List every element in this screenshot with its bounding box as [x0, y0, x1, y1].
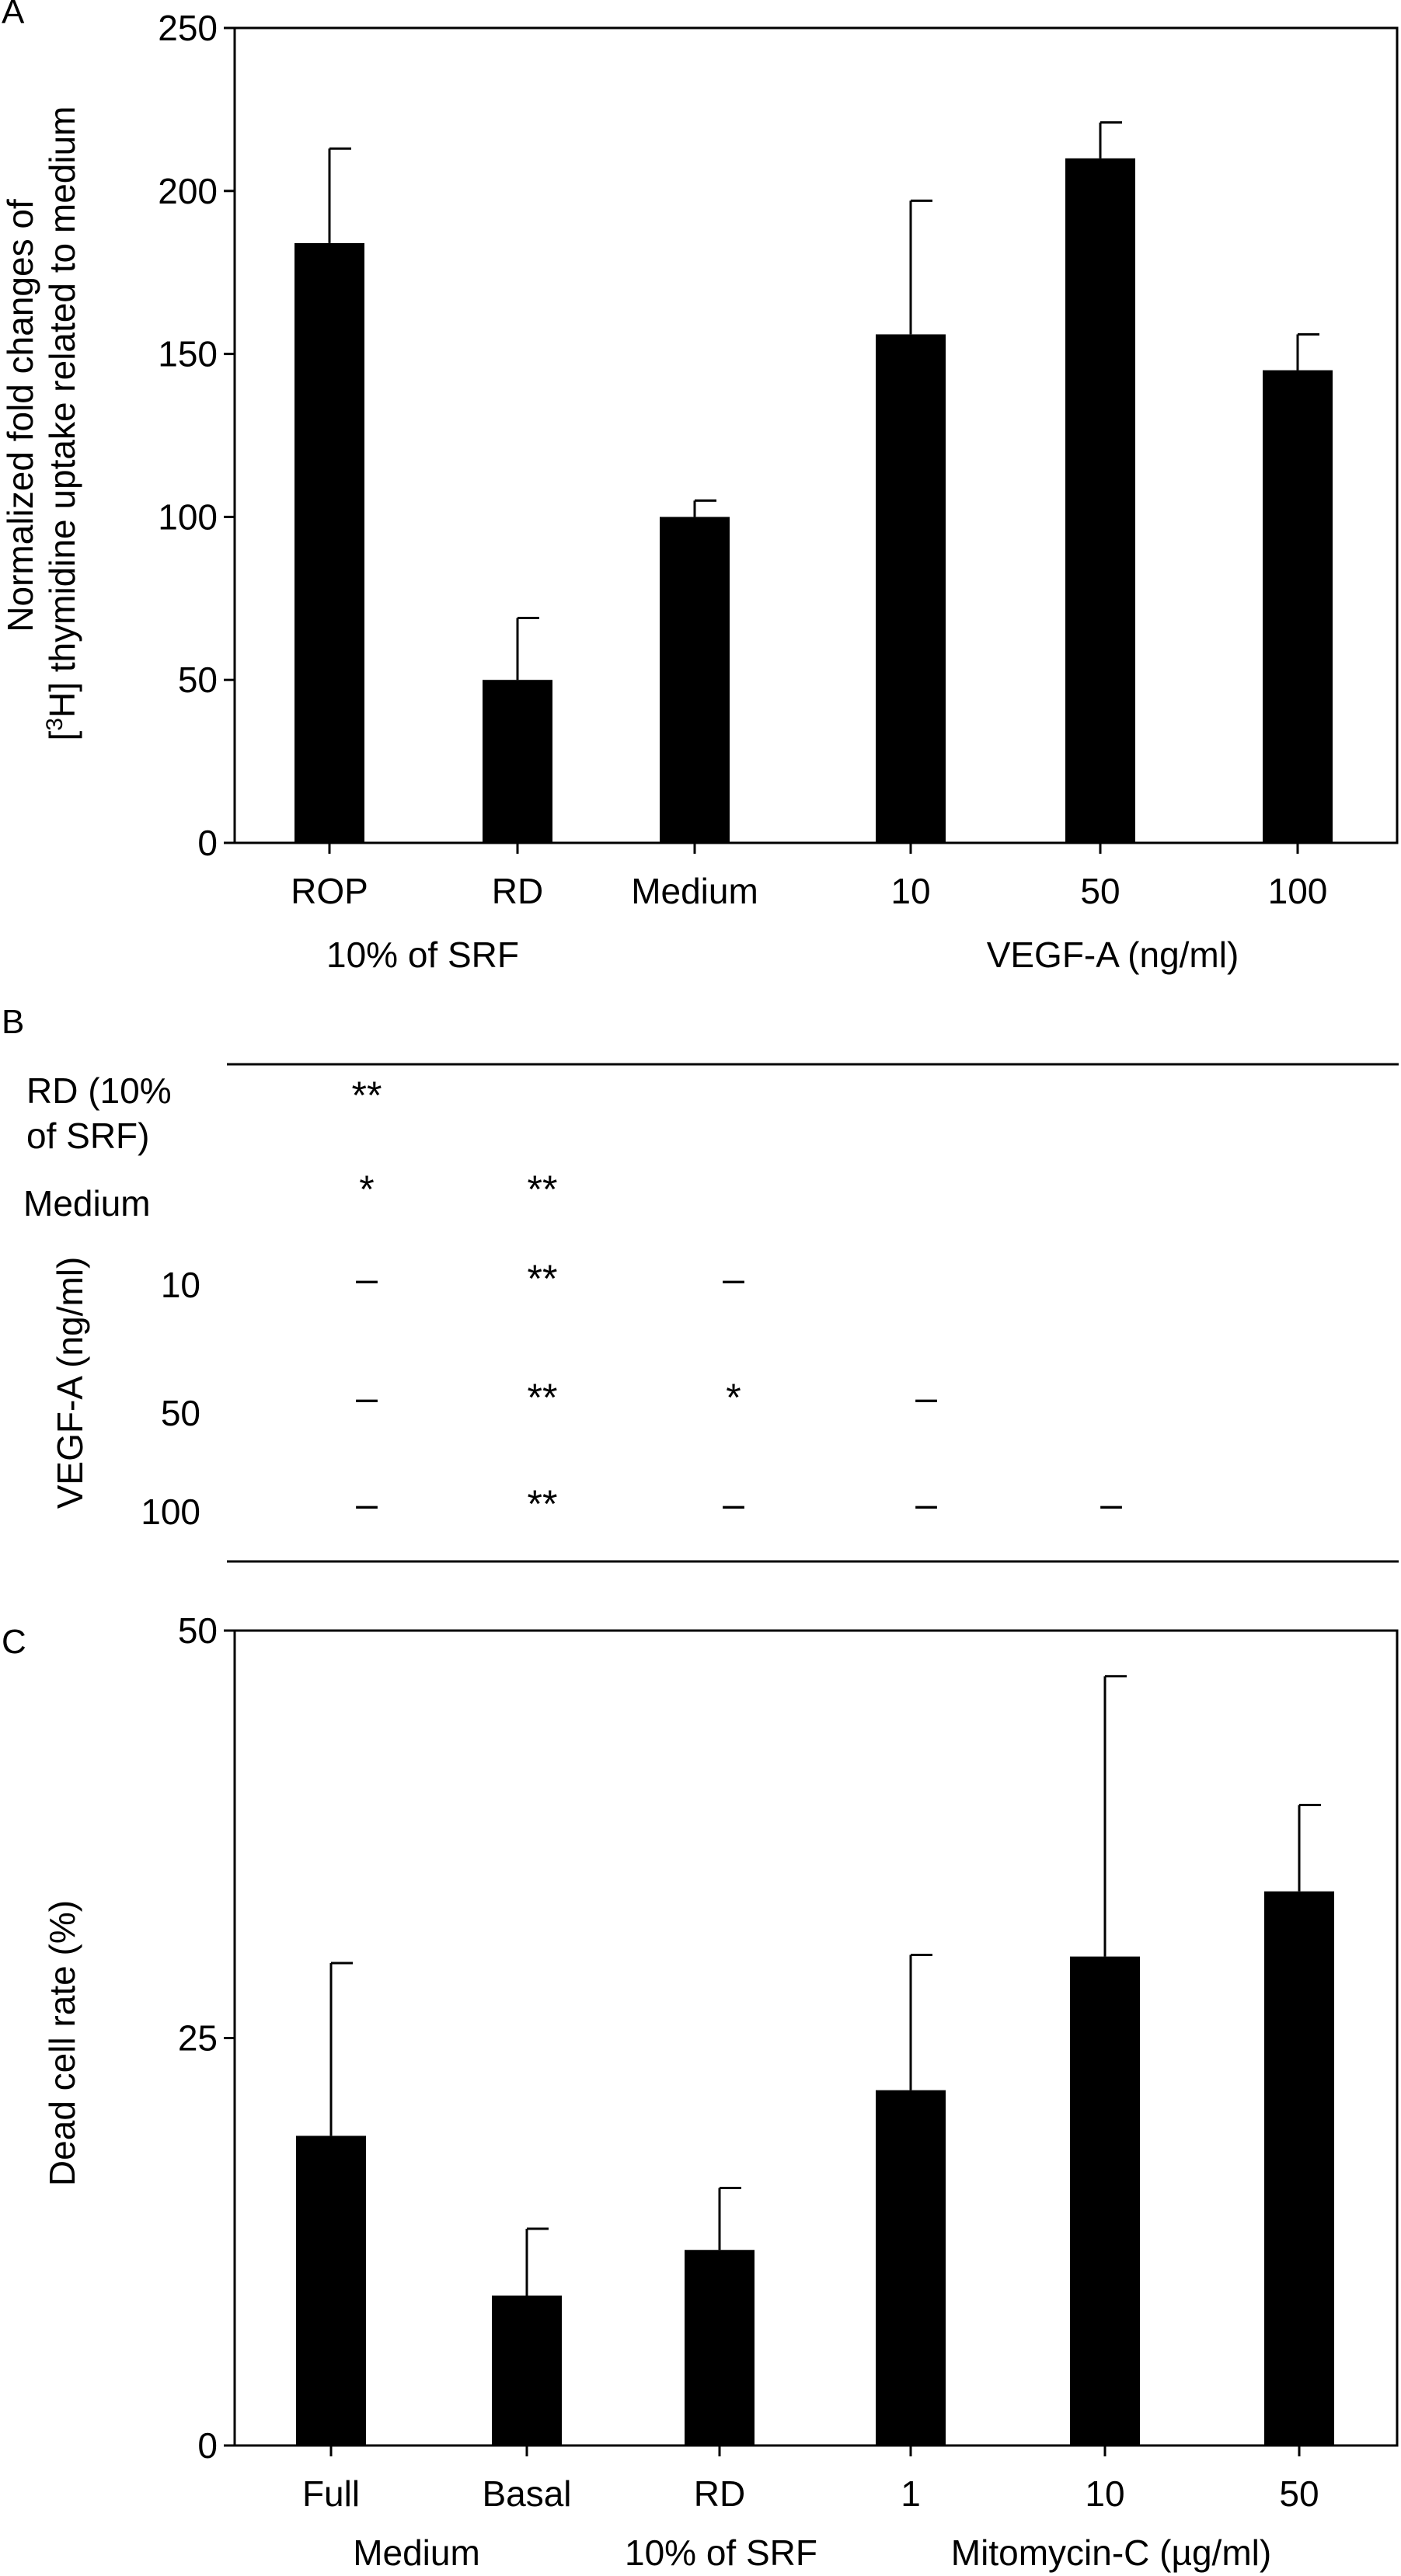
c-y-tick-label: 50	[178, 1610, 218, 1651]
panel-c: C Dead cell rate (%) 0 25 50 Full Basal RD 1 1…	[2, 1610, 1399, 2573]
c-x-tick-label: 50	[1279, 2473, 1319, 2514]
a-x-tick-label: RD	[492, 871, 543, 911]
panel-a-label: A	[2, 0, 25, 31]
panel-c-group-label-medium: Medium	[353, 2532, 480, 2573]
a-y-tick-label: 100	[158, 496, 218, 537]
significance-cell: –	[915, 1482, 937, 1526]
panel-c-plot-frame	[233, 1629, 1399, 2447]
a-bar	[483, 680, 552, 843]
significance-cell: –	[356, 1257, 378, 1300]
panel-b-row-label-medium: Medium	[23, 1183, 151, 1224]
c-x-tick-label: 1	[901, 2473, 921, 2514]
c-bar	[296, 2136, 366, 2445]
significance-cell: **	[352, 1074, 382, 1117]
panel-c-bars	[296, 1891, 1334, 2445]
a-y-tick-label: 150	[158, 334, 218, 374]
c-bar	[1264, 1891, 1334, 2445]
panel-a-bars	[294, 158, 1333, 844]
panel-a-x-axis: ROP RD Medium 10 50 100	[291, 843, 1327, 911]
c-x-tick-label: 10	[1085, 2473, 1124, 2514]
a-y-tick-label: 0	[197, 823, 218, 863]
panel-a-group-label-vegf: VEGF-A (ng/ml)	[987, 935, 1239, 975]
significance-cell: –	[1100, 1482, 1122, 1526]
a-x-tick-label: 100	[1268, 871, 1328, 911]
panel-b-row-label-rd-line2: of SRF)	[26, 1116, 149, 1156]
panel-b-side-label: VEGF-A (ng/ml)	[50, 1257, 90, 1509]
a-bar	[1263, 370, 1333, 844]
a-bar	[294, 242, 364, 843]
panel-a-ylabel-sup: 3	[42, 718, 68, 731]
significance-cell: *	[726, 1376, 741, 1419]
a-bar	[876, 334, 946, 843]
c-bar	[1070, 1956, 1140, 2445]
significance-cell: **	[528, 1482, 558, 1526]
c-bar	[876, 2090, 946, 2445]
panel-c-group-label-mitomycin: Mitomycin-C (µg/ml)	[951, 2532, 1271, 2573]
significance-cell: *	[359, 1168, 374, 1211]
c-bar	[492, 2295, 562, 2445]
significance-cell: –	[356, 1482, 378, 1526]
panel-c-x-axis: Full Basal RD 1 10 50	[302, 2445, 1319, 2514]
significance-cell: –	[915, 1376, 937, 1419]
panel-a-ylabel-line1: Normalized fold changes of	[0, 199, 40, 632]
panel-b-label: B	[2, 1003, 24, 1041]
significance-cell: **	[528, 1376, 558, 1419]
a-bar	[660, 517, 730, 843]
a-y-tick-label: 50	[178, 660, 218, 700]
significance-cell: –	[723, 1257, 744, 1300]
panel-a-ylabel-post: H] thymidine uptake related to medium	[42, 106, 82, 719]
panel-a-plot-frame	[233, 26, 1399, 844]
panel-a-error-bars	[328, 121, 1319, 681]
c-x-tick-label: RD	[694, 2473, 745, 2514]
c-x-tick-label: Basal	[482, 2473, 571, 2514]
panel-c-group-label-srf: 10% of SRF	[625, 2532, 817, 2573]
panel-c-label: C	[2, 1623, 26, 1661]
panel-b-row-label-50: 50	[161, 1393, 200, 1433]
panel-b-row-label-100: 100	[141, 1492, 200, 1532]
significance-cell: **	[528, 1168, 558, 1211]
panel-c-y-axis: 0 25 50	[178, 1610, 235, 2466]
a-x-tick-label: ROP	[291, 871, 368, 911]
significance-cell: –	[356, 1376, 378, 1419]
c-x-tick-label: Full	[302, 2473, 360, 2514]
panel-a-ylabel-line2: [3H] thymidine uptake related to medium	[42, 106, 82, 741]
panel-b-row-label-10: 10	[161, 1265, 200, 1305]
panel-b-significance-table: *** **– ** –– ** * –– ** – – –	[352, 1074, 1123, 1526]
panel-b-row-label-rd-line1: RD (10%	[26, 1070, 172, 1111]
a-x-tick-label: 10	[890, 871, 930, 911]
significance-cell: **	[528, 1257, 558, 1300]
a-y-tick-label: 200	[158, 171, 218, 211]
panel-a-ylabel-pre: [	[42, 730, 82, 740]
a-x-tick-label: 50	[1080, 871, 1120, 911]
panel-a: A Normalized fold changes of [3H] thymid…	[0, 0, 1399, 975]
c-y-tick-label: 0	[197, 2425, 218, 2466]
panel-a-y-axis: 0 50 100 150 200 250	[158, 8, 235, 863]
c-bar	[685, 2250, 755, 2445]
panel-c-ylabel: Dead cell rate (%)	[42, 1900, 82, 2186]
significance-cell: –	[723, 1482, 744, 1526]
c-y-tick-label: 25	[178, 2018, 218, 2059]
panel-a-group-label-srf: 10% of SRF	[326, 935, 519, 975]
a-x-tick-label: Medium	[631, 871, 758, 911]
panel-b: B RD (10% of SRF) Medium 10 50 100 VEGF-…	[2, 1003, 1399, 1563]
a-y-tick-label: 250	[158, 8, 218, 48]
panel-c-error-bars	[329, 1675, 1321, 2296]
a-bar	[1065, 158, 1135, 844]
